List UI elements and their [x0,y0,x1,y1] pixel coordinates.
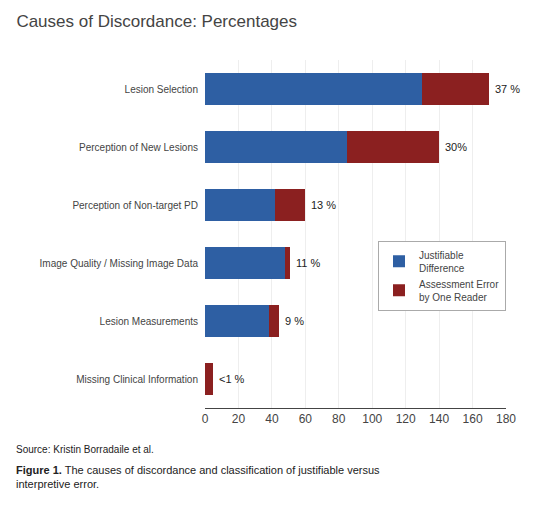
svg-text:Lesion Measurements: Lesion Measurements [100,316,198,327]
svg-text:Missing Clinical Information: Missing Clinical Information [76,374,198,385]
svg-text:11 %: 11 % [296,257,320,269]
svg-text:13 %: 13 % [311,199,336,211]
svg-text:60: 60 [299,412,313,426]
svg-text:Causes of Discordance: Percent: Causes of Discordance: Percentages [16,12,297,31]
svg-text:Source: Kristin Borradaile et: Source: Kristin Borradaile et al. [16,444,154,455]
svg-text:100: 100 [362,412,382,426]
svg-text:Assessment Errorby One Reader: Assessment Errorby One Reader [419,279,499,303]
svg-text:160: 160 [463,412,483,426]
svg-text:JustifiableDifference: JustifiableDifference [419,250,465,274]
svg-text:40: 40 [265,412,279,426]
svg-text:140: 140 [429,412,449,426]
svg-text:0: 0 [202,412,209,426]
svg-text:<1 %: <1 % [219,373,245,385]
svg-text:Image Quality / Missing Image: Image Quality / Missing Image Data [40,258,199,269]
svg-text:Perception of New Lesions: Perception of New Lesions [79,142,198,153]
svg-text:Figure 1. The causes of discor: Figure 1. The causes of discordance and … [16,464,380,490]
svg-text:37 %: 37 % [495,83,520,95]
svg-text:30%: 30% [445,141,467,153]
svg-text:20: 20 [232,412,246,426]
svg-text:120: 120 [396,412,416,426]
svg-text:9 %: 9 % [285,315,304,327]
svg-text:Perception of Non-target PD: Perception of Non-target PD [72,200,198,211]
svg-text:Lesion Selection: Lesion Selection [125,84,198,95]
svg-text:180: 180 [496,412,516,426]
svg-text:80: 80 [332,412,346,426]
